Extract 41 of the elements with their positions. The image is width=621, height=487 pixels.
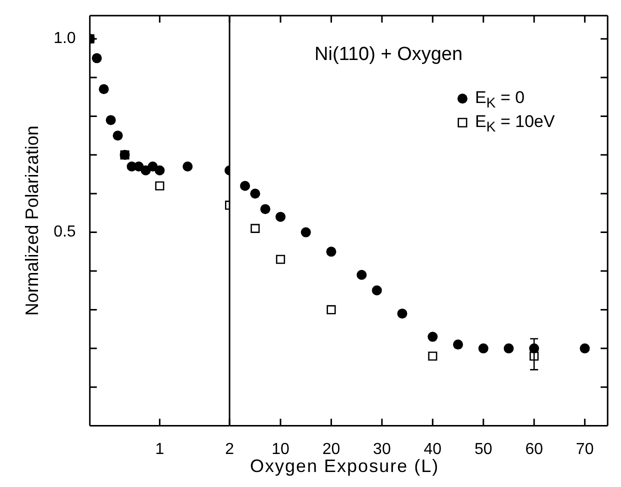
x-tick-label: 40 bbox=[424, 440, 442, 458]
point bbox=[260, 204, 270, 214]
y-tick-label: 0.5 bbox=[54, 224, 76, 241]
legend-label: E$_{K}$ = 10eV bbox=[474, 112, 555, 137]
point bbox=[478, 343, 488, 354]
point bbox=[154, 165, 165, 176]
point bbox=[92, 53, 102, 64]
point bbox=[529, 352, 538, 361]
legend-label: E$_{K}$ = 0 bbox=[474, 88, 525, 113]
point bbox=[396, 308, 407, 319]
x-tick-label: 2 bbox=[225, 440, 234, 458]
point bbox=[98, 84, 109, 94]
y-axis-title: Normalized Polarization bbox=[22, 126, 42, 316]
point bbox=[356, 270, 366, 280]
point bbox=[427, 332, 438, 342]
point bbox=[372, 285, 382, 296]
x-tick-label: 1 bbox=[155, 440, 164, 458]
x-axis-title: Oxygen Exposure (L) bbox=[250, 456, 440, 477]
point bbox=[112, 130, 123, 141]
point bbox=[326, 305, 336, 314]
x-tick-label: 50 bbox=[474, 440, 492, 458]
point bbox=[580, 343, 590, 354]
x-tick-label: 10 bbox=[271, 440, 290, 458]
point bbox=[250, 224, 260, 233]
point bbox=[240, 180, 250, 191]
point bbox=[428, 352, 437, 361]
point bbox=[106, 115, 116, 126]
point bbox=[300, 227, 311, 238]
point bbox=[182, 162, 193, 172]
x-tick-label: 30 bbox=[372, 440, 391, 458]
point bbox=[276, 254, 285, 264]
point bbox=[452, 340, 463, 350]
x-tick-label: 70 bbox=[576, 440, 594, 458]
point bbox=[250, 188, 260, 199]
point bbox=[275, 212, 286, 222]
y-tick-label: 1.0 bbox=[54, 30, 76, 48]
point bbox=[326, 246, 336, 257]
x-tick-label: 20 bbox=[322, 440, 340, 458]
point bbox=[503, 343, 514, 354]
text: Ni(110) + Oxygen bbox=[314, 44, 463, 66]
x-tick-label: 60 bbox=[524, 440, 543, 458]
